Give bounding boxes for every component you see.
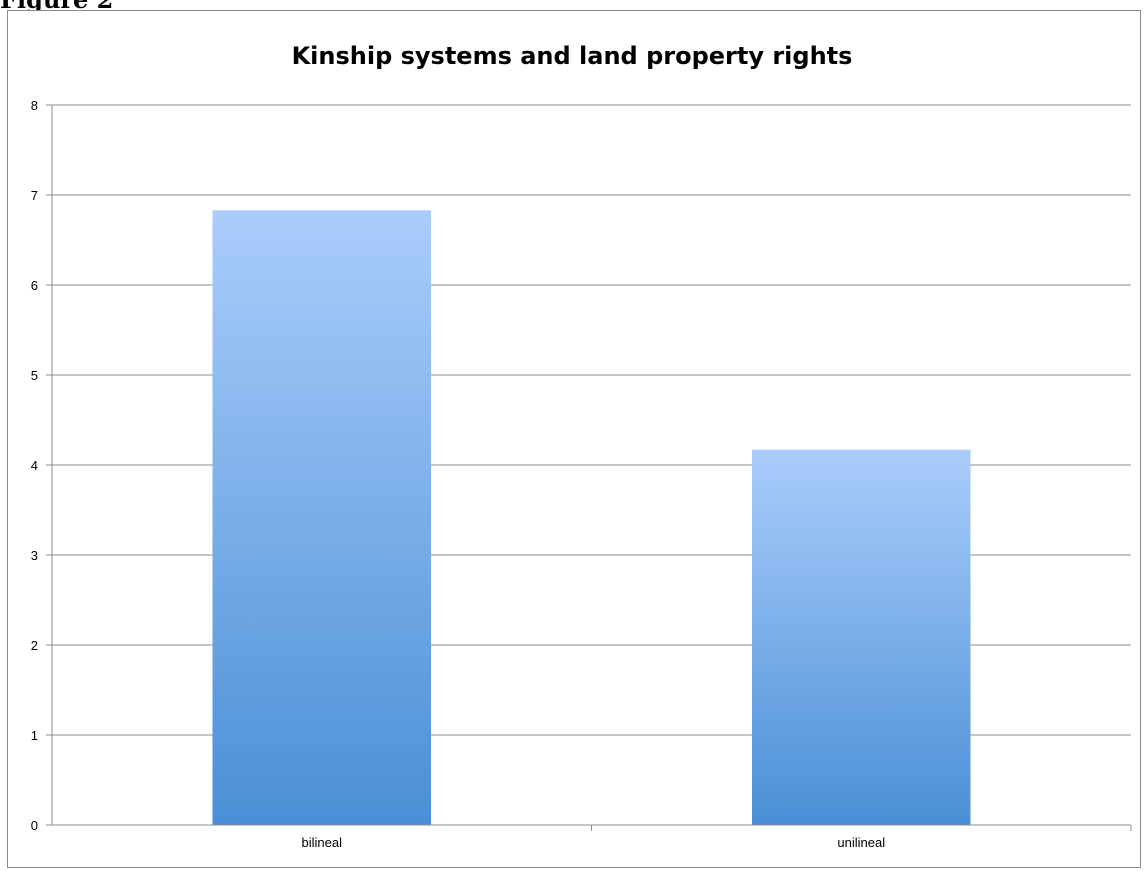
- y-tick-label-6: 6: [31, 278, 38, 293]
- y-tick-label-7: 7: [31, 188, 38, 203]
- y-tick-label-0: 0: [31, 818, 38, 833]
- axes: [46, 104, 1132, 831]
- y-tick-label-4: 4: [31, 458, 38, 473]
- bar-unilineal: [752, 449, 971, 825]
- tick-labels: 0 1 2 3 4 5 6 7 8 bilineal unilineal: [31, 98, 885, 850]
- chart-title: Kinship systems and land property rights: [291, 42, 853, 70]
- y-tick-label-5: 5: [31, 368, 38, 383]
- x-tick-label-unilineal: unilineal: [837, 835, 885, 850]
- y-tick-label-3: 3: [31, 548, 38, 563]
- y-tick-label-2: 2: [31, 638, 38, 653]
- figure-label: Figure 2: [0, 0, 113, 12]
- y-tick-label-1: 1: [31, 728, 38, 743]
- bar-bilineal: [212, 210, 431, 826]
- x-tick-label-bilineal: bilineal: [302, 835, 343, 850]
- y-tick-label-8: 8: [31, 98, 38, 113]
- bars: [212, 210, 971, 826]
